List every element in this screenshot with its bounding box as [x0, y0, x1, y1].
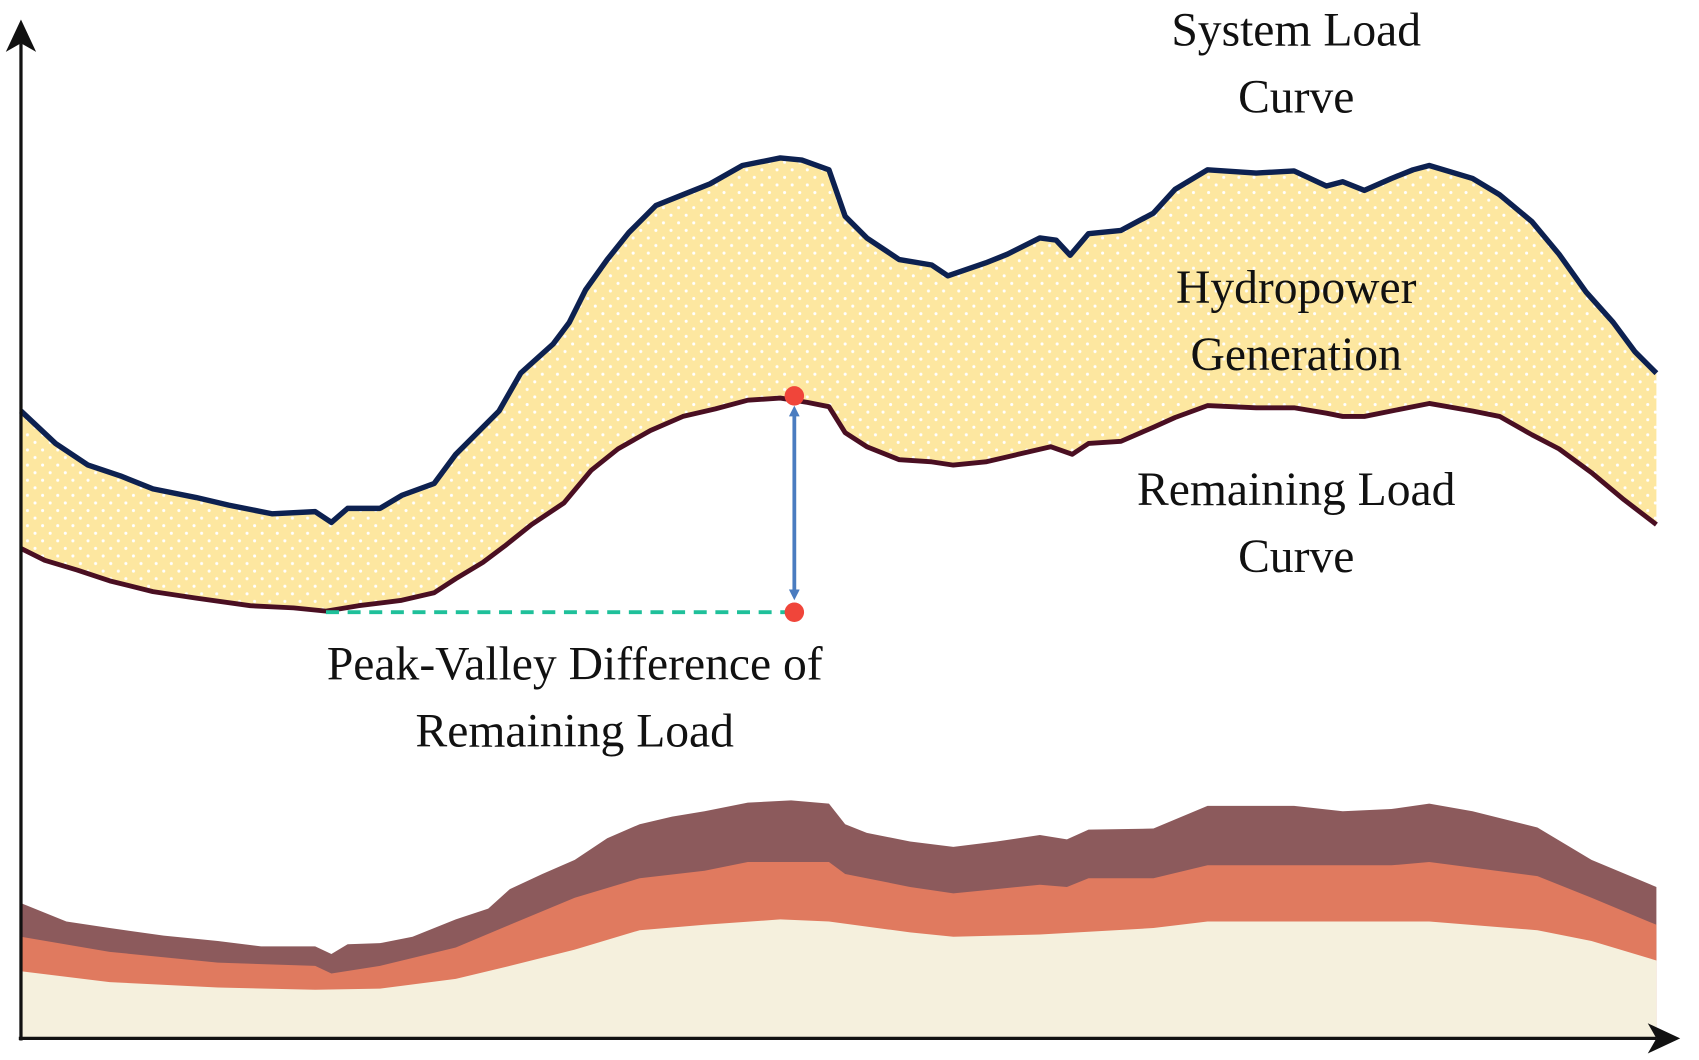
label: Generation: [1191, 329, 1403, 381]
valley-point: [784, 602, 805, 622]
remaining-load-curve: [19, 395, 1658, 614]
hydropower-area: [20, 157, 1657, 612]
label: Remaining Load: [1137, 464, 1456, 516]
curves: [19, 155, 1659, 1039]
label: System Load: [1171, 4, 1421, 56]
peak-point: [784, 386, 805, 406]
label: Hydropower: [1176, 262, 1417, 314]
label: Remaining Load: [416, 705, 735, 757]
label: Peak-Valley Difference of: [327, 638, 823, 690]
label: Curve: [1238, 71, 1354, 123]
x-axis-arrow: [1647, 1023, 1681, 1054]
y-axis-arrow: [5, 19, 37, 52]
label: Curve: [1238, 531, 1354, 583]
stack-layer: [20, 919, 1657, 1039]
system-load-curve: [19, 155, 1659, 526]
